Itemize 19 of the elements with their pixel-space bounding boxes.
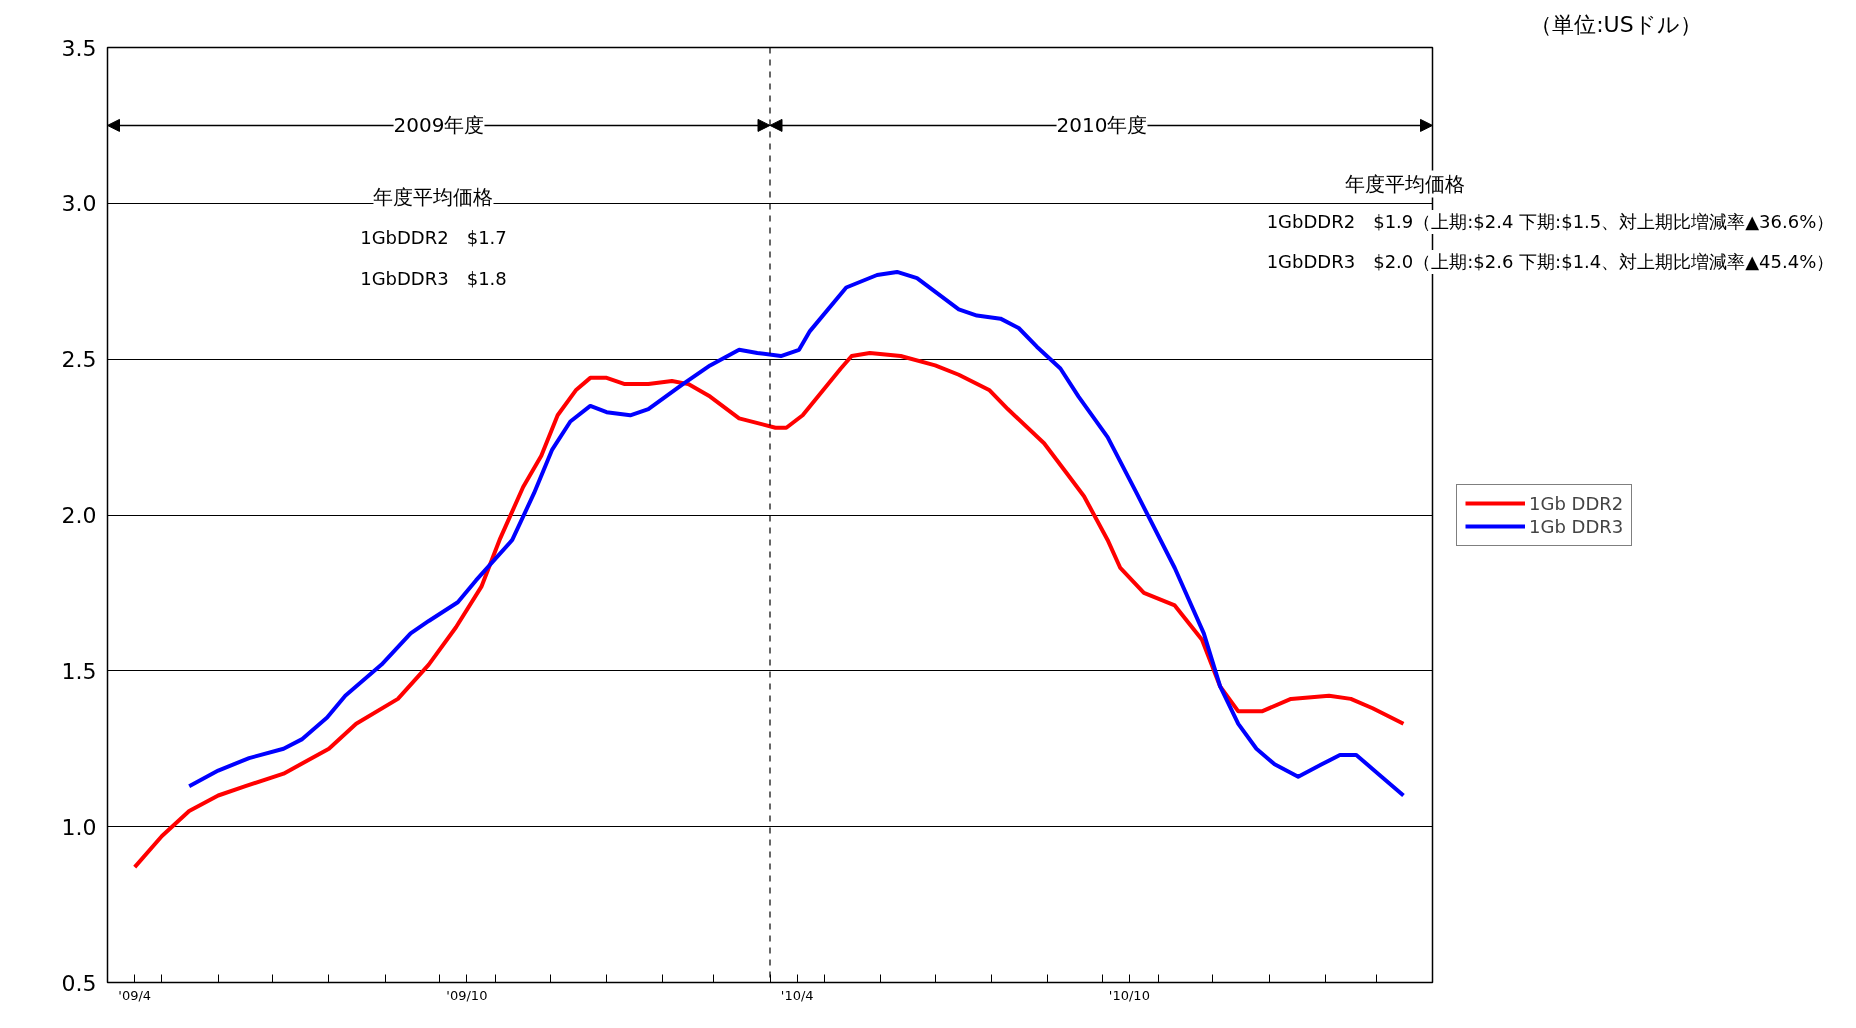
y-tick-label: 2.5 — [61, 347, 97, 373]
annotation: 年度平均価格 — [373, 185, 494, 210]
annotation: 1GbDDR2 $1.7 — [360, 227, 507, 249]
x-tick-label: '10/4 — [780, 987, 814, 1003]
y-tick-label: 3.0 — [61, 191, 97, 217]
annotation: 2009年度 — [393, 113, 485, 138]
y-tick-label: 3.5 — [61, 35, 97, 61]
legend-label: 1Gb DDR2 — [1529, 492, 1624, 514]
annotation: 2010年度 — [1056, 113, 1148, 138]
y-tick-label: 0.5 — [61, 970, 97, 996]
x-tick-label: '10/10 — [1108, 987, 1150, 1003]
annotation: 年度平均価格 — [1343, 170, 1468, 198]
legend-label: 1Gb DDR3 — [1529, 515, 1624, 537]
y-tick-label: 1.5 — [61, 658, 97, 684]
x-tick-label: '09/10 — [446, 987, 488, 1003]
x-tick-label: '09/4 — [118, 987, 152, 1003]
annotation: 1GbDDR3 $1.8 — [360, 267, 507, 289]
y-tick-label: 2.0 — [61, 503, 97, 528]
y-tick-label: 1.0 — [61, 814, 97, 840]
